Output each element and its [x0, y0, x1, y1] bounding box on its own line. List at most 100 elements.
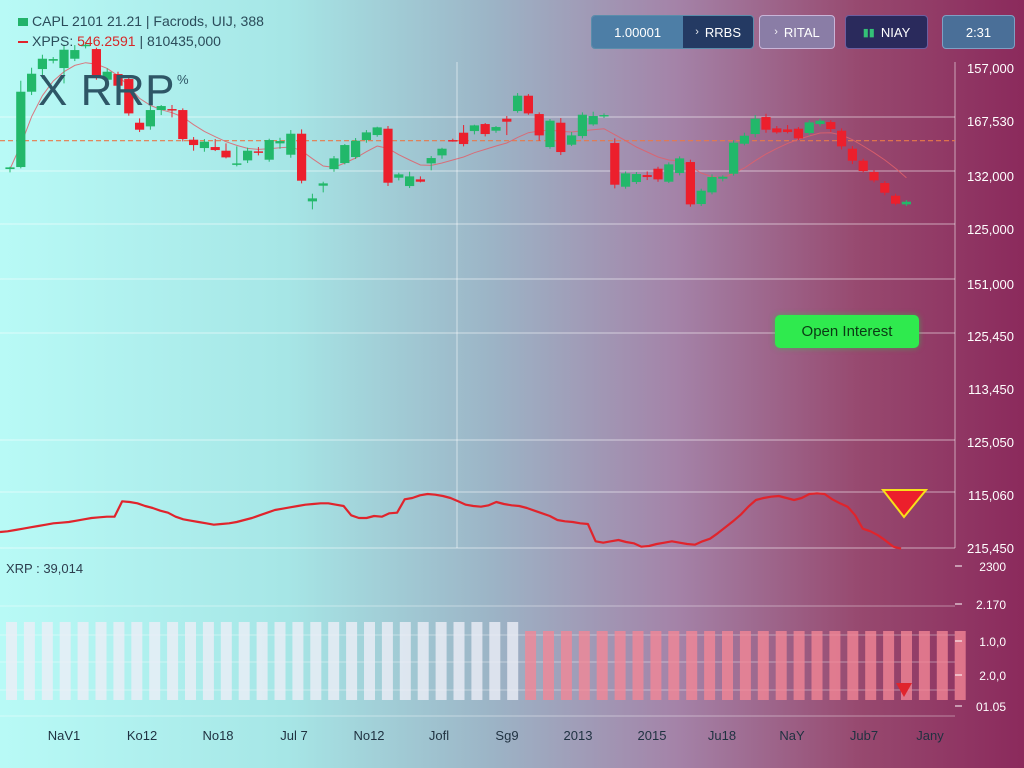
candle-body: [491, 127, 501, 131]
candle-body: [469, 125, 479, 132]
indicator-bar: [739, 631, 751, 700]
candle-up: [307, 193, 317, 210]
candle-body: [318, 183, 328, 186]
time-button[interactable]: 2:31: [965, 24, 992, 40]
candle-up: [156, 105, 166, 116]
indicator-bar: [274, 622, 286, 700]
candle-body: [653, 168, 663, 180]
candle-down: [534, 112, 544, 141]
candle-down: [135, 118, 145, 133]
indicator-axis-label: 2.0,0: [979, 669, 1006, 683]
candle-body: [567, 135, 577, 145]
candle-body: [243, 150, 253, 161]
candle-down: [556, 118, 566, 156]
candle-down: [891, 193, 901, 206]
indicator-bar: [220, 622, 232, 700]
candle-up: [37, 54, 47, 79]
symbol-title-sup: %: [176, 72, 190, 87]
candle-body: [16, 91, 26, 168]
indicator-bar: [238, 622, 250, 700]
candle-body: [189, 139, 199, 146]
price-axis-label: 113,450: [968, 382, 1014, 397]
indicator-line: [0, 492, 912, 697]
candles: [5, 42, 911, 210]
candle-up: [621, 171, 631, 189]
candle-down: [113, 71, 123, 89]
indicator-bar: [704, 631, 716, 700]
indicator-bar: [507, 622, 519, 700]
candle-body: [696, 190, 706, 205]
time-axis-label: Sg9: [495, 728, 518, 743]
legend-series-extra: | 810435,000: [139, 33, 221, 49]
candle-body: [761, 117, 771, 130]
candle-down: [610, 138, 620, 189]
candle-up: [729, 140, 739, 176]
candle-body: [307, 198, 317, 202]
niay-button-group: ▮▮ NIAY: [845, 15, 928, 49]
candle-up: [286, 130, 296, 158]
candle-up: [567, 132, 577, 147]
indicator-bar: [328, 622, 340, 700]
indicator-bar: [59, 622, 71, 700]
chevron-right-icon: ›: [695, 26, 699, 38]
candle-body: [577, 114, 587, 137]
candle-down: [448, 138, 458, 142]
candle-up: [804, 120, 814, 136]
candle-body: [783, 129, 793, 133]
candle-down: [761, 113, 771, 133]
indicator-bar: [149, 622, 161, 700]
candle-down: [415, 176, 425, 183]
indicator-bar: [883, 631, 895, 700]
rital-button[interactable]: › RITAL: [760, 16, 834, 48]
rital-label: RITAL: [783, 24, 820, 40]
candle-body: [329, 158, 339, 170]
candle-up: [394, 172, 404, 181]
candle-body: [383, 128, 393, 183]
candle-down: [189, 137, 199, 151]
candle-down: [880, 181, 890, 196]
time-axis-label: 2013: [564, 728, 593, 743]
candle-body: [361, 132, 371, 141]
indicator-bar: [417, 622, 429, 700]
candle-up: [815, 118, 825, 127]
candle-down: [783, 125, 793, 134]
candle-down: [383, 126, 393, 187]
candle-body: [113, 74, 123, 86]
candle-body: [351, 140, 361, 158]
indicator-bar: [77, 622, 89, 700]
candle-body: [739, 135, 749, 144]
candle-down: [642, 171, 652, 181]
candle-up: [588, 111, 598, 126]
candle-up: [545, 119, 555, 149]
candle-down: [253, 147, 263, 156]
candle-up: [469, 124, 479, 135]
candle-body: [415, 179, 425, 182]
rrbs-button[interactable]: › RRBS: [683, 16, 753, 48]
indicator-bar: [775, 631, 787, 700]
indicator-bar: [471, 622, 483, 700]
candle-down: [772, 126, 782, 134]
niay-button[interactable]: ▮▮ NIAY: [846, 16, 927, 48]
candle-up: [739, 132, 749, 146]
indicator-bar: [6, 622, 17, 700]
indicator-bar: [41, 622, 53, 700]
candle-down: [793, 127, 803, 141]
value-field[interactable]: 1.00001: [592, 16, 684, 48]
candle-down: [837, 128, 847, 150]
candle-body: [901, 201, 911, 205]
candle-body: [70, 50, 80, 59]
indicator-bar: [614, 631, 626, 700]
price-axis-label: 115,060: [968, 488, 1014, 503]
candle-up: [48, 57, 58, 64]
candle-down: [480, 123, 490, 137]
red-line-swatch-icon: [18, 41, 28, 44]
candle-up: [264, 138, 274, 162]
indicator-bar: [256, 622, 268, 700]
candle-up: [102, 68, 112, 86]
candle-body: [264, 140, 274, 160]
open-interest-badge[interactable]: Open Interest: [775, 315, 919, 348]
time-axis-label: Jany: [916, 728, 944, 743]
candle-up: [437, 147, 447, 159]
time-axis-label: Jul 7: [280, 728, 307, 743]
time-axis-label: Ko12: [127, 728, 157, 743]
